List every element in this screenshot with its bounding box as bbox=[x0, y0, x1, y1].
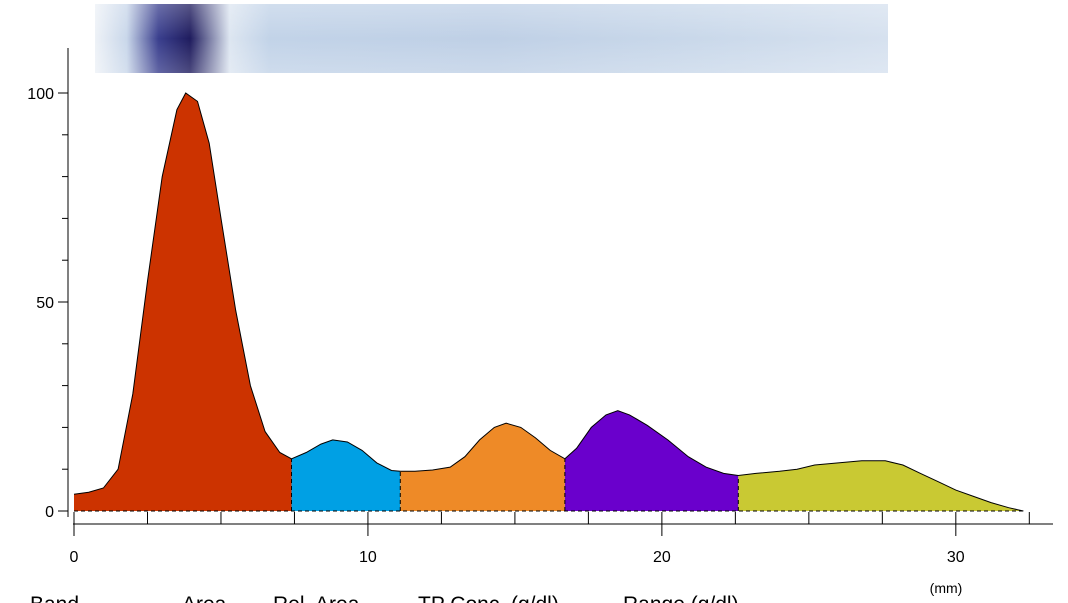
y-axis: 0 50 100 bbox=[27, 48, 69, 521]
band-area-4 bbox=[564, 410, 739, 511]
band-dividers bbox=[291, 458, 739, 511]
results-table-header: Band Area Rel. Area TP Conc. (g/dl) Rang… bbox=[30, 593, 739, 603]
band-area-5 bbox=[738, 460, 1024, 511]
band-area-1 bbox=[74, 93, 292, 511]
x-axis: 0 10 20 30 (mm) bbox=[70, 512, 1053, 596]
density-curve bbox=[73, 92, 1024, 512]
header-band: Band bbox=[30, 593, 79, 603]
x-tick-label: 10 bbox=[359, 549, 377, 566]
x-tick-label: 30 bbox=[947, 549, 965, 566]
header-rel-area: Rel. Area bbox=[273, 593, 360, 603]
band-area-3 bbox=[400, 423, 565, 511]
y-tick-label: 100 bbox=[27, 86, 54, 103]
header-range: Range (g/dl) bbox=[623, 593, 739, 603]
gel-strip bbox=[95, 4, 888, 73]
x-tick-label: 20 bbox=[653, 549, 671, 566]
band-area-2 bbox=[291, 439, 401, 511]
gel-strip-shade bbox=[95, 4, 888, 73]
header-area: Area bbox=[182, 593, 227, 603]
x-axis-ticks: 0 10 20 30 bbox=[70, 512, 1030, 566]
band-areas bbox=[74, 93, 1024, 511]
x-unit-label: (mm) bbox=[930, 580, 963, 596]
x-tick-label: 0 bbox=[70, 549, 79, 566]
y-axis-ticks: 0 50 100 bbox=[27, 86, 68, 521]
y-tick-label: 50 bbox=[36, 295, 54, 312]
header-tp-conc: TP Conc. (g/dl) bbox=[418, 593, 559, 603]
y-tick-label: 0 bbox=[45, 504, 54, 521]
